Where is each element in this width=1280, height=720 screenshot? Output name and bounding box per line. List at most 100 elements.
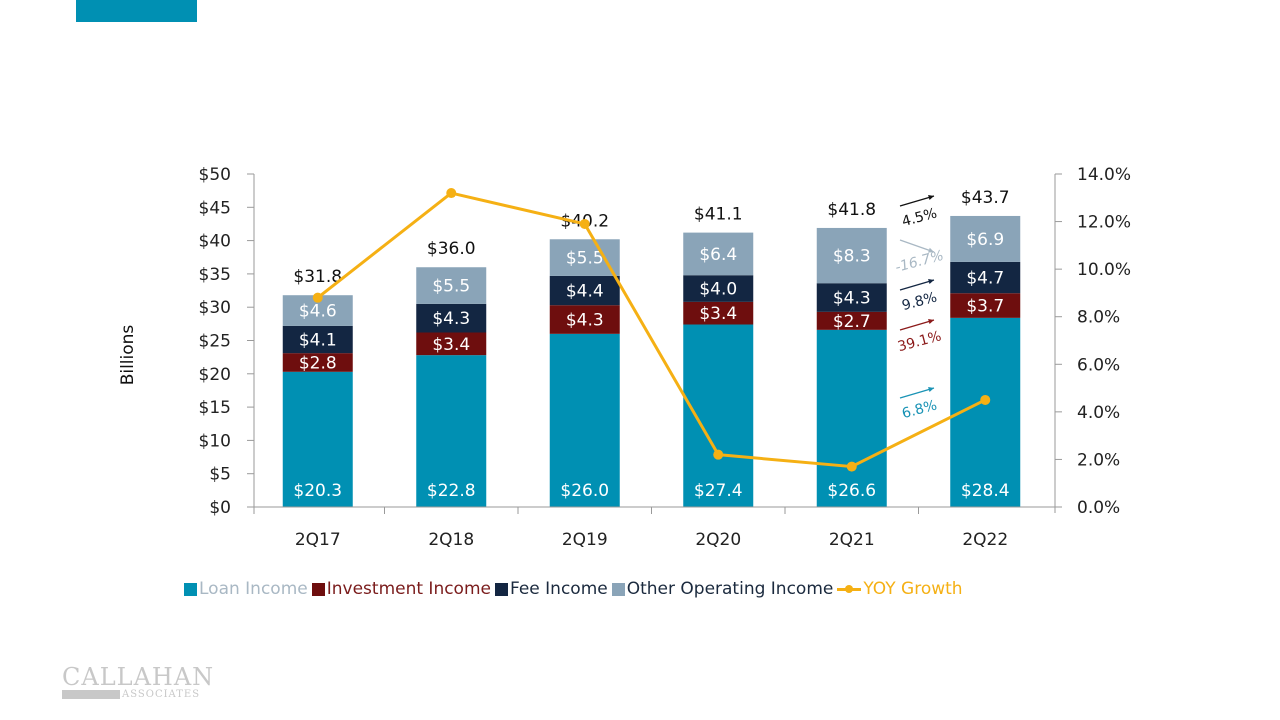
x-tick-label: 2Q19 [562, 530, 608, 550]
bar-segment-investment-income [683, 301, 754, 325]
bar-segment-loan-income [549, 333, 620, 507]
growth-arrowhead-icon [928, 247, 934, 253]
growth-annotation: 4.5% [900, 205, 939, 230]
bar-value-label: $3.7 [966, 297, 1004, 317]
y-tick-label: $45 [199, 198, 231, 218]
growth-annotation-label: 4.5% [900, 205, 939, 230]
growth-annotation: 9.8% [900, 289, 939, 314]
y-tick-label: $30 [199, 298, 231, 318]
legend-item-loan-income: Loan Income [184, 579, 308, 599]
growth-annotation-label: 9.8% [900, 289, 939, 314]
y2-tick-label: 0.0% [1077, 498, 1120, 518]
logo-sub-text: ASSOCIATES [122, 689, 201, 700]
bar-segment-fee-income [549, 275, 620, 306]
bar-total-label: $41.1 [694, 205, 743, 225]
growth-arrowhead-icon [928, 319, 934, 325]
bar-segment-other-operating-income [416, 267, 487, 304]
bar-total-label: $36.0 [427, 239, 476, 259]
bar-value-label: $4.7 [966, 269, 1004, 289]
bar-value-label: $27.4 [694, 481, 743, 501]
yoy-growth-point [713, 449, 724, 460]
legend-label: Investment Income [326, 579, 491, 599]
y-tick-label: $35 [199, 265, 231, 285]
y-tick-label: $50 [199, 165, 231, 185]
callahan-logo: CALLAHAN ASSOCIATES [60, 664, 220, 704]
legend-swatch-loan [184, 582, 197, 596]
y2-tick-label: 10.0% [1077, 260, 1131, 280]
legend-label: YOY Growth [863, 579, 963, 599]
y-tick-label: $20 [199, 365, 231, 385]
bar-value-label: $5.5 [566, 249, 604, 269]
bar-total-label: $43.7 [961, 188, 1010, 208]
yoy-line-group [312, 188, 991, 472]
bar-segment-loan-income [683, 324, 754, 507]
bar-total-label: $41.8 [827, 200, 876, 220]
x-tick-label: 2Q17 [295, 530, 341, 550]
legend-item-investment-income: Investment Income [311, 579, 491, 599]
y2-tick-label: 4.0% [1077, 403, 1120, 423]
y-tick-label: $25 [199, 332, 231, 352]
bar-value-label: $26.6 [827, 481, 876, 501]
growth-annotation-label: 6.8% [900, 397, 939, 422]
bar-value-label: $4.4 [566, 282, 604, 302]
growth-arrow-icon [899, 195, 935, 207]
logo-main-text: CALLAHAN [62, 663, 215, 691]
x-tick-label: 2Q18 [428, 530, 474, 550]
bar-segment-fee-income [282, 325, 353, 354]
bar-segment-investment-income [282, 353, 353, 372]
y-tick-label: $5 [209, 465, 231, 485]
legend-item-fee-income: Fee Income [494, 579, 608, 599]
bars-group: $20.3 $2.8$4.1 $4.6 $31.8 $22.8 $3.4 $4.3 $5.5 $… [282, 188, 1021, 507]
bar-value-label: $6.9 [966, 230, 1004, 250]
bar-segment-fee-income [816, 283, 887, 312]
yoy-growth-point [980, 394, 991, 405]
y2-tick-label: 6.0% [1077, 355, 1120, 375]
bar-segment-other-operating-income [683, 232, 754, 276]
bar-value-label: $4.3 [566, 311, 604, 331]
header-accent-bar [76, 0, 197, 22]
yoy-growth-point [846, 461, 857, 472]
x-tick-label: 2Q20 [695, 530, 741, 550]
bar-segment-other-operating-income [950, 215, 1021, 262]
growth-arrowhead-icon [928, 387, 934, 393]
yoy-growth-point [446, 188, 457, 199]
growth-annotation-label: -16.7% [894, 248, 946, 276]
growth-arrowhead-icon [928, 279, 934, 285]
growth-arrow-icon [899, 279, 935, 291]
bar-value-label: $4.0 [699, 280, 737, 300]
bar-value-label: $2.7 [833, 312, 871, 332]
growth-arrow-icon [899, 319, 935, 331]
growth-annotation-label: 39.1% [896, 328, 943, 355]
x-tick-label: 2Q22 [962, 530, 1008, 550]
growth-annotation: 39.1% [896, 328, 943, 355]
legend-item-other-operating-income: Other Operating Income [611, 579, 833, 599]
annotations-group: 4.5% -16.7% 9.8% 39.1% 6.8% [894, 195, 946, 422]
chart-legend: Loan Income Investment Income Fee Income… [184, 579, 967, 599]
bar-value-label: $4.6 [299, 302, 337, 322]
bar-value-label: $4.3 [432, 309, 470, 329]
bar-segment-other-operating-income [549, 239, 620, 276]
yoy-growth-line [316, 191, 986, 469]
bar-value-label: $22.8 [427, 481, 476, 501]
legend-line-marker-icon [837, 583, 862, 595]
bar-segment-fee-income [683, 275, 754, 302]
y-axis-label: Billions [118, 325, 138, 386]
legend-label: Loan Income [199, 579, 308, 599]
bar-segment-fee-income [950, 261, 1021, 294]
bar-value-label: $8.3 [833, 247, 871, 267]
legend-label: Fee Income [509, 579, 608, 599]
y-tick-label: $10 [199, 431, 231, 451]
bar-segment-investment-income [950, 293, 1021, 318]
y2-tick-label: 14.0% [1077, 165, 1131, 185]
bar-value-label: $4.3 [833, 289, 871, 309]
growth-arrowhead-icon [928, 195, 934, 201]
bar-segment-other-operating-income [816, 227, 887, 284]
legend-swatch-fee [494, 582, 508, 596]
y2-tick-label: 8.0% [1077, 308, 1120, 328]
bar-segment-loan-income [816, 329, 887, 507]
bar-value-label: $3.4 [432, 335, 470, 355]
legend-swatch-other [611, 582, 625, 596]
axes-group: $0 $5 $10 $15 $20 $25 $30 $35 $40 $45 $50 0.0% 2.0% 4… [199, 165, 1131, 550]
bar-value-label: $4.1 [299, 331, 337, 351]
